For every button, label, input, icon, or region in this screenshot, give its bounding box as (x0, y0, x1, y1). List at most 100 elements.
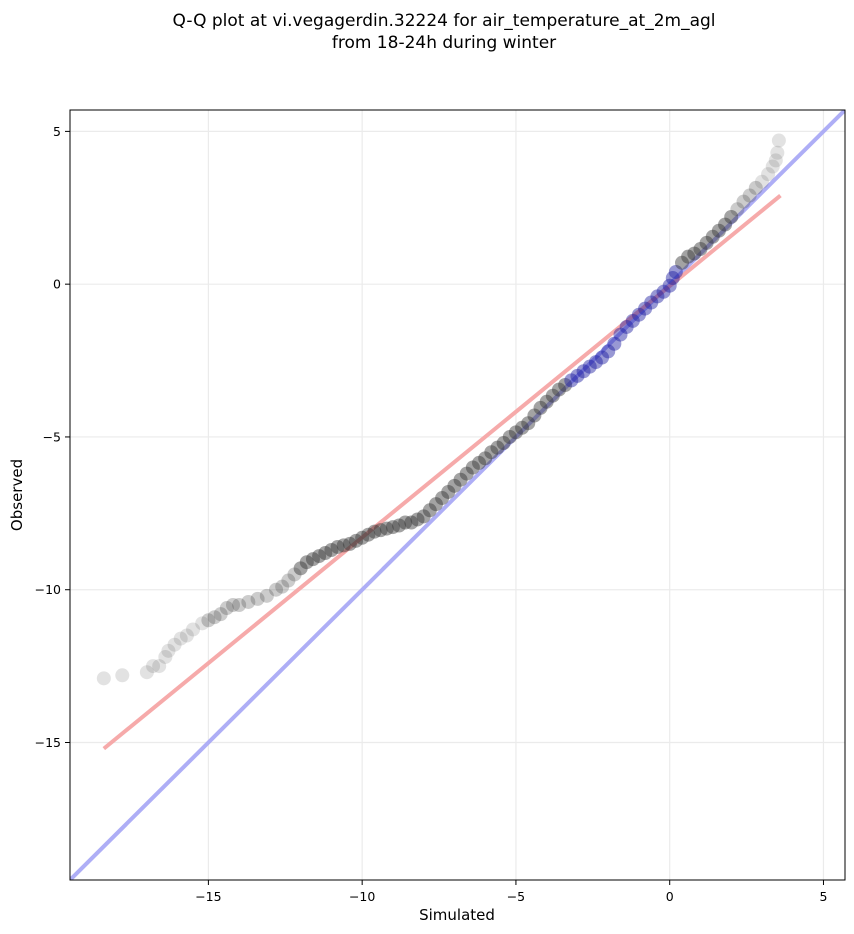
fit-line (102, 194, 782, 751)
quantile-point-77 (613, 327, 628, 342)
quantile-point-49 (441, 484, 456, 499)
y-tick-label-2: −5 (43, 429, 61, 444)
quantile-point-52 (459, 466, 474, 481)
quantile-point-92 (699, 235, 714, 250)
quantile-point-74 (595, 350, 610, 365)
x-tick-label-1: −10 (349, 889, 375, 904)
quantile-point-26 (299, 555, 314, 570)
quantile-point-24 (287, 567, 302, 582)
quantile-point-67 (551, 382, 566, 397)
quantile-point-87 (668, 264, 683, 279)
quantile-point-1 (115, 668, 130, 683)
grid (70, 110, 845, 880)
quantile-point-88 (675, 255, 690, 270)
quantile-point-17 (232, 598, 247, 612)
quantile-point-62 (521, 416, 536, 431)
quantile-point-23 (281, 573, 296, 588)
quantile-point-96 (724, 209, 739, 224)
quantile-point-71 (576, 364, 591, 379)
quantile-point-44 (410, 512, 425, 527)
chart-title-line2: from 18-24h during winter (332, 33, 556, 53)
quantile-point-42 (398, 515, 413, 530)
quantile-point-95 (718, 217, 733, 232)
quantile-point-89 (681, 249, 696, 264)
quantile-point-93 (705, 229, 720, 244)
quantile-point-7 (167, 637, 182, 652)
quantile-point-16 (225, 598, 240, 612)
quantile-point-90 (687, 246, 702, 261)
quantile-point-56 (484, 445, 499, 460)
quantile-point-84 (656, 284, 671, 299)
quantile-point-85 (662, 278, 677, 293)
quantile-point-103 (765, 159, 780, 174)
quantile-point-61 (515, 420, 530, 435)
quantile-point-21 (269, 582, 284, 597)
quantile-point-32 (336, 538, 351, 553)
quantile-point-104 (768, 153, 783, 168)
quantile-point-100 (748, 180, 763, 195)
quantile-point-69 (564, 373, 579, 388)
quantile-point-54 (472, 455, 487, 470)
quantile-point-41 (392, 518, 407, 533)
quantile-point-55 (478, 451, 493, 466)
quantile-point-83 (650, 289, 665, 304)
quantile-point-63 (527, 408, 542, 423)
quantile-point-43 (404, 515, 419, 530)
quantile-point-14 (213, 607, 228, 622)
quantile-point-53 (465, 460, 480, 475)
quantile-point-105 (770, 145, 785, 160)
quantile-point-72 (582, 359, 597, 374)
quantile-point-73 (588, 355, 603, 370)
quantile-point-25 (293, 561, 308, 576)
quantile-point-91 (693, 242, 708, 257)
quantile-point-38 (373, 523, 388, 538)
chart-title-line1: Q-Q plot at vi.vegagerdin.32224 for air_… (172, 11, 715, 31)
quantile-point-12 (201, 613, 216, 628)
quantile-point-15 (219, 601, 234, 616)
quantile-point-101 (754, 174, 769, 189)
y-axis-ticks: −15 −10 −5 0 5 (35, 124, 70, 750)
quantile-point-29 (318, 546, 333, 561)
quantile-point-5 (158, 649, 173, 664)
quantile-point-79 (625, 313, 640, 328)
quantile-point-59 (502, 429, 517, 444)
quantile-point-78 (619, 319, 634, 334)
quantile-point-46 (422, 503, 437, 518)
y-axis-label: Observed (8, 459, 26, 531)
quantile-point-66 (545, 388, 560, 403)
quantile-point-86 (665, 271, 680, 286)
quantile-point-39 (379, 521, 394, 536)
quantile-point-31 (330, 539, 345, 554)
quantile-point-40 (385, 520, 400, 535)
quantile-point-19 (250, 591, 265, 606)
quantile-point-27 (305, 552, 320, 567)
x-tick-label-3: 0 (666, 889, 674, 904)
quantile-point-102 (761, 167, 776, 182)
quantile-point-65 (539, 394, 554, 409)
quantile-point-58 (496, 436, 511, 451)
quantile-point-51 (453, 472, 468, 487)
quantile-point-36 (361, 527, 376, 542)
quantile-point-106 (771, 133, 786, 148)
y-tick-label-0: −15 (35, 735, 61, 750)
quantile-point-30 (324, 543, 339, 557)
quantile-point-33 (342, 536, 357, 551)
quantile-point-18 (241, 594, 256, 609)
quantile-point-6 (161, 643, 176, 658)
quantile-point-0 (96, 671, 111, 686)
x-tick-label-2: −5 (507, 889, 525, 904)
quantile-point-47 (428, 497, 443, 512)
x-axis-label: Simulated (419, 906, 495, 924)
quantile-point-81 (638, 301, 653, 316)
quantile-point-11 (195, 616, 210, 631)
quantile-point-80 (631, 307, 646, 322)
x-tick-label-0: −15 (195, 889, 221, 904)
quantile-point-48 (435, 491, 450, 506)
quantile-point-22 (275, 579, 290, 594)
quantile-point-9 (179, 628, 194, 643)
y-tick-label-3: 0 (53, 277, 61, 292)
quantile-point-10 (186, 622, 201, 637)
quantile-point-60 (508, 425, 523, 440)
quantile-point-35 (355, 530, 370, 545)
